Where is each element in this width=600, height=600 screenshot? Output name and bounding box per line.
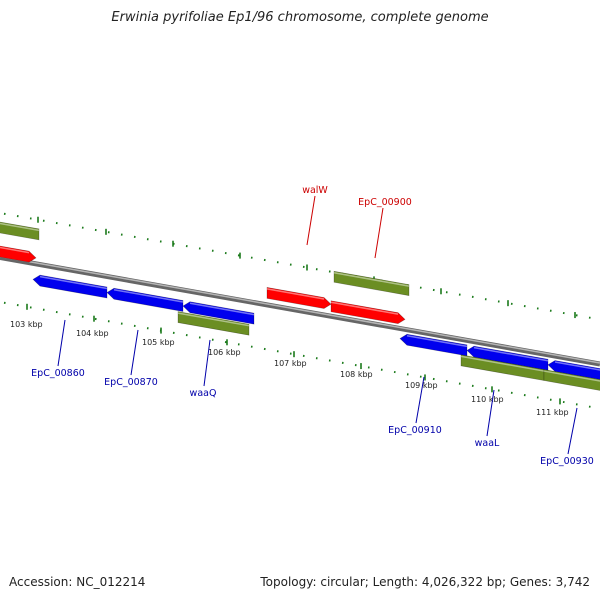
kbp-label: 106 kbp [208,348,241,357]
kbp-label: 111 kbp [536,408,569,417]
rna-gene-arrow [0,221,40,241]
map-title: Erwinia pyrifoliae Ep1/96 chromosome, co… [111,10,489,25]
kbp-label: 109 kbp [405,381,438,390]
forward-gene-arrow [330,300,406,324]
gene-label-leader [306,195,316,246]
rna-gene-arrow [543,369,600,391]
kbp-label: 107 kbp [274,359,307,368]
kbp-label: 103 kbp [10,320,43,329]
kbp-label: 105 kbp [142,338,175,347]
kbp-label: 104 kbp [76,329,109,338]
gene-arrow-highlight [330,301,399,315]
gene-arrow-highlight [460,355,545,372]
bottom-tick-track [3,301,591,408]
gene-label: waaL [475,438,500,449]
gene-label-leader [203,339,211,387]
backbone-line [0,255,600,367]
gene-label: waaQ [190,388,217,399]
gene-arrow-highlight [0,246,30,254]
gene-label-leader [130,329,139,376]
gene-arrow-highlight [473,346,549,362]
gene-arrow-highlight [113,288,184,303]
gene-label-leader [415,376,425,424]
reverse-gene-arrow [547,360,600,380]
backbone-highlight [0,255,600,364]
gene-label: EpC_00870 [104,377,158,388]
gene-label-leader [567,407,578,455]
gene-arrow-highlight [554,361,600,371]
gene-arrow-highlight [39,275,108,290]
gene-label-leader [374,207,384,259]
reverse-gene-arrow [182,301,255,325]
gene-arrow-highlight [333,272,410,287]
kbp-label-track: 103 kbp 104 kbp 105 kbp 106 kbp 107 kbp 108 k… [10,320,569,417]
gene-arrow-highlight [0,222,40,232]
topology-summary: Topology: circular; Length: 4,026,322 bp… [260,575,590,589]
gene-arrow-highlight [177,312,250,327]
gene-arrow-highlight [543,370,600,382]
top-tick-track [3,212,591,319]
gene-arrow-highlight [266,288,325,300]
forward-gene-arrow [0,245,37,263]
forward-gene-arrow [266,287,332,309]
gene-label: EpC_00860 [31,368,85,379]
gene-label: EpC_00910 [388,425,442,436]
gene-label: walW [302,185,328,196]
kbp-label: 110 kbp [471,395,504,404]
rna-gene-arrow [333,270,410,296]
gene-arrow-highlight [189,302,255,316]
gene-label-leader [57,319,66,367]
accession-text: Accession: NC_012214 [9,575,146,589]
gene-label: EpC_00930 [540,456,594,467]
gene-label-track: walW EpC_00900 EpC_00860 EpC_00870 waaQ EpC_0… [31,185,594,467]
kbp-label: 108 kbp [340,370,373,379]
gene-label: EpC_00900 [358,197,412,208]
gene-track [0,221,600,391]
gene-label-leader [486,389,495,437]
chromosome-backbone [0,255,600,367]
gene-arrow-highlight [406,335,468,348]
rna-gene-arrow [177,311,250,336]
